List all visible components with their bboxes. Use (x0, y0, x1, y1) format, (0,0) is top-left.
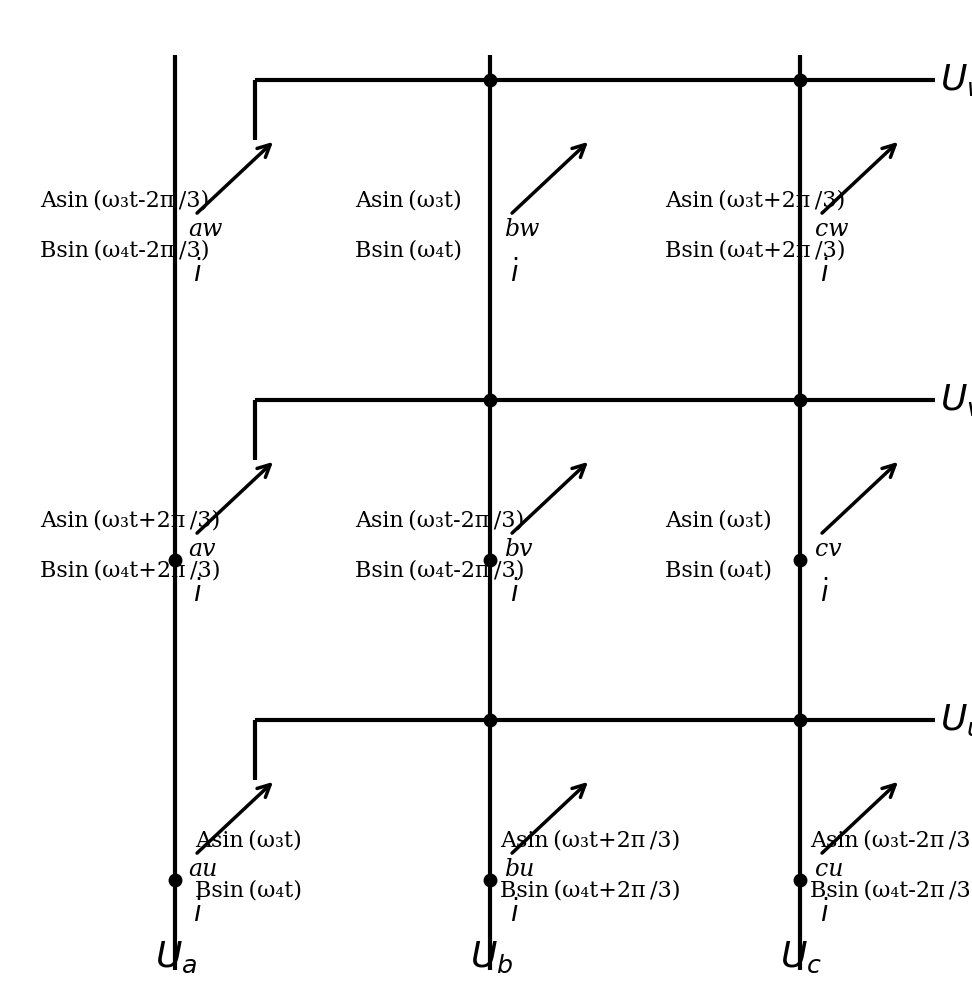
Text: av: av (188, 538, 216, 562)
Text: bw: bw (505, 219, 540, 241)
Text: $\dot{\imath}$: $\dot{\imath}$ (820, 260, 828, 288)
Text: cv: cv (815, 538, 842, 562)
Text: Asin (ω₃t): Asin (ω₃t) (665, 510, 772, 532)
Text: $\dot{\imath}$: $\dot{\imath}$ (510, 580, 518, 608)
Text: Asin (ω₃t-2π /3): Asin (ω₃t-2π /3) (355, 510, 524, 532)
Text: $\dot{\imath}$: $\dot{\imath}$ (820, 900, 828, 928)
Text: $\dot{\imath}$: $\dot{\imath}$ (820, 580, 828, 608)
Text: Bsin (ω₄t-2π /3): Bsin (ω₄t-2π /3) (355, 560, 525, 582)
Text: $U_a$: $U_a$ (155, 940, 197, 975)
Text: $U_w$: $U_w$ (940, 62, 972, 98)
Text: Asin (ω₃t+2π /3): Asin (ω₃t+2π /3) (40, 510, 221, 532)
Text: bu: bu (505, 858, 536, 882)
Text: Bsin (ω₄t): Bsin (ω₄t) (195, 880, 302, 902)
Text: cu: cu (815, 858, 844, 882)
Text: Asin (ω₃t+2π /3): Asin (ω₃t+2π /3) (665, 190, 846, 212)
Text: $\dot{\imath}$: $\dot{\imath}$ (510, 260, 518, 288)
Text: $U_v$: $U_v$ (940, 382, 972, 418)
Text: $U_c$: $U_c$ (780, 940, 822, 975)
Text: bv: bv (505, 538, 534, 562)
Text: cw: cw (815, 219, 849, 241)
Text: Bsin (ω₄t-2π /3): Bsin (ω₄t-2π /3) (810, 880, 972, 902)
Text: $\dot{\imath}$: $\dot{\imath}$ (193, 900, 201, 928)
Text: $\dot{\imath}$: $\dot{\imath}$ (193, 580, 201, 608)
Text: Bsin (ω₄t-2π /3): Bsin (ω₄t-2π /3) (40, 240, 210, 262)
Text: Bsin (ω₄t+2π /3): Bsin (ω₄t+2π /3) (40, 560, 221, 582)
Text: Bsin (ω₄t): Bsin (ω₄t) (355, 240, 462, 262)
Text: au: au (188, 858, 218, 882)
Text: Asin (ω₃t-2π /3): Asin (ω₃t-2π /3) (40, 190, 209, 212)
Text: Bsin (ω₄t+2π /3): Bsin (ω₄t+2π /3) (665, 240, 846, 262)
Text: $\dot{\imath}$: $\dot{\imath}$ (510, 900, 518, 928)
Text: Asin (ω₃t+2π /3): Asin (ω₃t+2π /3) (500, 830, 680, 852)
Text: $U_b$: $U_b$ (470, 940, 513, 975)
Text: Asin (ω₃t): Asin (ω₃t) (195, 830, 301, 852)
Text: Bsin (ω₄t): Bsin (ω₄t) (665, 560, 772, 582)
Text: aw: aw (188, 219, 223, 241)
Text: Asin (ω₃t-2π /3): Asin (ω₃t-2π /3) (810, 830, 972, 852)
Text: $U_u$: $U_u$ (940, 702, 972, 738)
Text: $\dot{\imath}$: $\dot{\imath}$ (193, 260, 201, 288)
Text: Asin (ω₃t): Asin (ω₃t) (355, 190, 462, 212)
Text: Bsin (ω₄t+2π /3): Bsin (ω₄t+2π /3) (500, 880, 680, 902)
